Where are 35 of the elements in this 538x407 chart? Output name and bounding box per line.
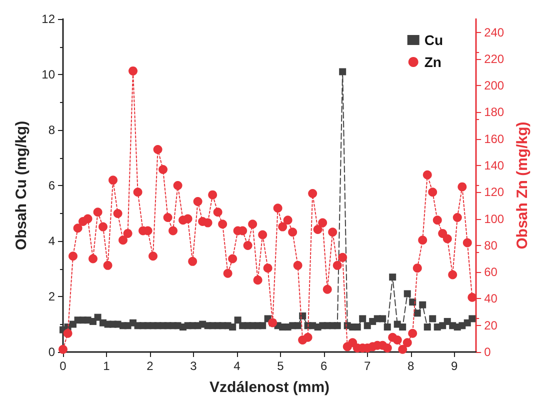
legend-label: Zn [424,54,442,70]
y-tick-label: 6 [48,178,56,192]
x-tick-label: 0 [60,359,67,373]
y2-tick-label: 20 [484,318,498,332]
y2-tick-label: 140 [484,158,504,173]
y2-tick-label: 220 [484,52,504,66]
y-tick-label: 2 [48,290,56,304]
y2-tick-label: 80 [484,238,498,252]
y2-tick-label: 200 [484,78,504,93]
y2-tick-label: 160 [484,132,504,146]
x-tick-label: 3 [190,359,198,373]
y2-tick-label: 100 [484,212,504,226]
legend-label: Cu [424,32,444,48]
y2-tick-label: 180 [484,105,504,120]
y2-tick-label: 120 [484,185,504,200]
y-tick-label: 10 [42,68,56,82]
y2-tick-label: 60 [484,265,498,280]
y-tick-label: 12 [42,12,56,26]
y2-tick-label: 40 [484,292,498,306]
x-tick-label: 1 [103,359,110,373]
y-tick-label: 4 [48,234,56,248]
x-tick-label: 9 [450,359,458,373]
x-tick-label: 4 [234,359,241,373]
x-tick-label: 7 [364,359,372,373]
y2-axis-title: Obsah Zn (mg/kg) [514,122,531,250]
y-tick-label: 8 [48,123,56,137]
y-tick-label: 0 [48,345,56,359]
x-tick-label: 6 [320,359,328,373]
y-axis-title: Obsah Cu (mg/kg) [13,120,30,250]
x-axis-title: Vzdálenost (mm) [210,379,330,396]
x-tick-label: 8 [408,359,415,373]
x-tick-label: 5 [277,359,284,373]
y2-tick-label: 0 [484,345,492,359]
y2-tick-label: 240 [484,25,504,40]
x-tick-label: 2 [146,359,154,373]
